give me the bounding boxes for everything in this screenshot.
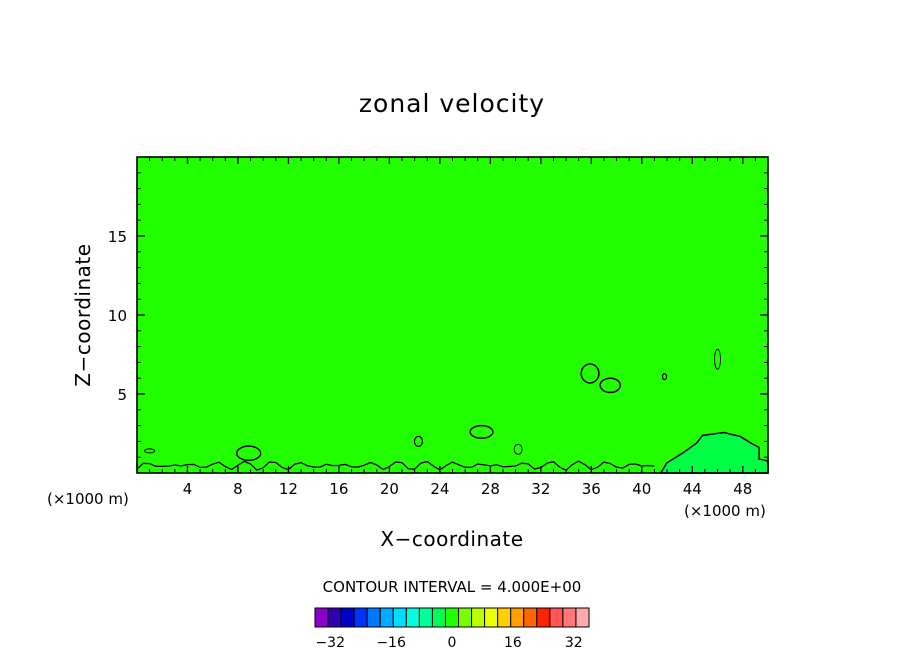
contour-small-feature	[413, 435, 424, 447]
colorbar-swatch	[484, 607, 499, 628]
colorbar-swatch	[562, 607, 577, 628]
contour-small-feature	[513, 443, 523, 455]
plot-area	[136, 156, 769, 474]
near-surface-contour	[136, 460, 655, 471]
colorbar	[314, 607, 590, 628]
contour-blob-x38	[599, 377, 622, 394]
colorbar-swatch	[431, 607, 446, 628]
colorbar-swatch	[444, 607, 460, 628]
contour-blob-x9	[235, 445, 262, 462]
x-unit-left-label: (×1000 m)	[47, 490, 129, 508]
axis-ticks	[137, 157, 768, 473]
colorbar-swatch	[536, 607, 551, 628]
colorbar-swatch	[549, 607, 564, 628]
y-tick-label: 15	[108, 228, 127, 246]
x-tick-label: 24	[430, 480, 449, 498]
colorbar-swatch	[327, 607, 342, 628]
chart-title: zonal velocity	[359, 89, 545, 118]
x-unit-right-label: (×1000 m)	[684, 502, 766, 520]
colorbar-swatch	[418, 607, 433, 628]
colorbar-swatch	[405, 607, 420, 628]
y-axis-title: Z−coordinate	[71, 243, 95, 386]
colorbar-swatch	[471, 607, 486, 628]
x-tick-label: 36	[582, 480, 601, 498]
y-tick-labels: 5 10 15	[108, 228, 127, 404]
colorbar-swatch	[379, 607, 394, 628]
x-tick-label: 28	[481, 480, 500, 498]
x-tick-labels: 4 8 12 16 20 24 28 32 36 40 44 48	[183, 480, 753, 498]
colorbar-label: −32	[315, 635, 345, 651]
y-tick-label: 10	[108, 307, 127, 325]
x-tick-label: 12	[279, 480, 298, 498]
colorbar-label: 32	[565, 635, 583, 651]
x-tick-label: 40	[632, 480, 651, 498]
x-tick-label: 32	[531, 480, 550, 498]
colorbar-swatch	[510, 607, 525, 628]
colorbar-label: −16	[376, 635, 406, 651]
colorbar-swatch	[314, 607, 329, 628]
contour-interval-label: CONTOUR INTERVAL = 4.000E+00	[323, 578, 582, 596]
contour-small-feature	[714, 348, 721, 370]
colorbar-swatch	[340, 607, 355, 628]
contour-blob-x37	[580, 363, 600, 384]
colorbar-label: 0	[448, 635, 457, 651]
x-tick-label: 4	[183, 480, 193, 498]
contour-small-feature	[661, 373, 668, 381]
colorbar-labels: −32 −16 0 16 32	[315, 635, 582, 651]
contour-small-feature	[144, 448, 156, 454]
x-tick-label: 8	[233, 480, 243, 498]
x-axis-title: X−coordinate	[380, 527, 523, 551]
colorbar-swatch	[523, 607, 538, 628]
contour-blob-x27	[469, 424, 494, 439]
background-fill-region	[137, 157, 768, 473]
x-tick-label: 20	[380, 480, 399, 498]
colorbar-swatch	[392, 607, 407, 628]
colorbar-swatch	[497, 607, 512, 628]
x-tick-label: 16	[329, 480, 348, 498]
colorbar-swatch	[353, 607, 368, 628]
x-tick-label: 44	[683, 480, 702, 498]
colorbar-label: 16	[504, 635, 522, 651]
y-tick-label: 5	[117, 386, 127, 404]
colorbar-swatch	[575, 607, 590, 628]
colorbar-swatch	[458, 607, 473, 628]
x-tick-label: 48	[733, 480, 752, 498]
colorbar-swatch	[366, 607, 381, 628]
